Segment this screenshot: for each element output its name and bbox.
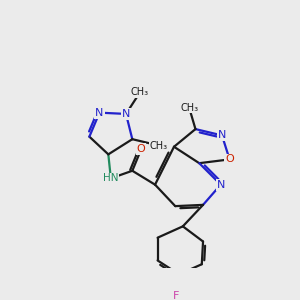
Text: N: N — [217, 180, 225, 190]
Text: O: O — [137, 144, 146, 154]
Text: O: O — [225, 154, 234, 164]
Text: N: N — [122, 109, 130, 119]
Text: N: N — [95, 108, 104, 118]
Text: HN: HN — [103, 173, 118, 183]
Text: CH₃: CH₃ — [150, 140, 168, 151]
Text: N: N — [218, 130, 226, 140]
Text: F: F — [173, 291, 180, 300]
Text: CH₃: CH₃ — [180, 103, 198, 112]
Text: CH₃: CH₃ — [131, 88, 149, 98]
